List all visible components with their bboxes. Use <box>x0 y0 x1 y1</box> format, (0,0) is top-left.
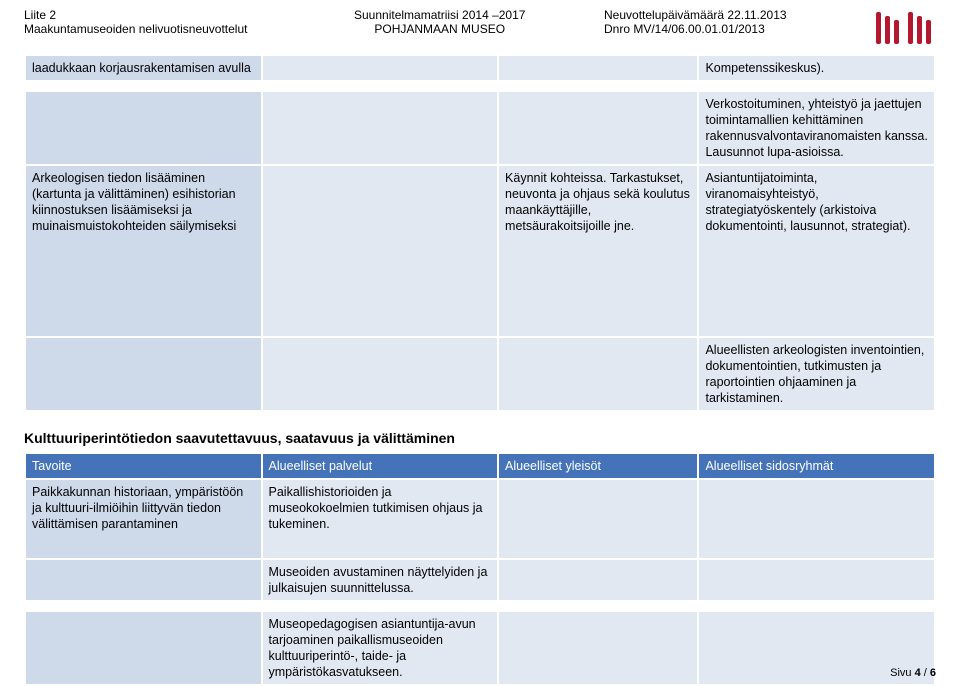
title-mid-1: Suunnitelmamatriisi 2014 –2017 <box>354 8 525 22</box>
page-number: Sivu 4 / 6 <box>890 667 936 679</box>
cell <box>26 560 261 600</box>
subtitle-left: Maakuntamuseoiden nelivuotisneuvottelut <box>24 22 247 36</box>
cell <box>263 338 498 410</box>
page-sep: / <box>921 667 930 679</box>
cell: Asiantuntijatoiminta, viranomaisyhteisty… <box>699 166 934 336</box>
cell: Verkostoituminen, yhteistyö ja jaettujen… <box>699 92 934 164</box>
cell <box>26 612 261 684</box>
col-header-goal: Tavoite <box>26 454 261 478</box>
cell-goal: Arkeologisen tiedon lisääminen (kartunta… <box>26 166 261 336</box>
right-line-1: Neuvottelupäivämäärä 22.11.2013 <box>604 8 787 22</box>
cell <box>499 560 697 600</box>
table-row: Alueellisten arkeologisten inventointien… <box>26 338 934 410</box>
cell: Paikallishistorioiden ja museokokoelmien… <box>263 480 498 558</box>
cell <box>499 56 697 80</box>
matrix-table-1: laadukkaan korjausrakentamisen avulla Ko… <box>24 54 936 412</box>
cell <box>699 560 934 600</box>
table-row: Museopedagogisen asiantuntija-avun tarjo… <box>26 612 934 684</box>
page-header: Liite 2 Maakuntamuseoiden nelivuotisneuv… <box>24 8 936 54</box>
table-row: Paikkakunnan historiaan, ympäristöön ja … <box>26 480 934 558</box>
col-header-stakeholders: Alueelliset sidosryhmät <box>699 454 934 478</box>
table-row: Arkeologisen tiedon lisääminen (kartunta… <box>26 166 934 336</box>
matrix-table-2: Tavoite Alueelliset palvelut Alueelliset… <box>24 452 936 686</box>
cell <box>699 480 934 558</box>
cell: Käynnit kohteissa. Tarkastukset, neuvont… <box>499 166 697 336</box>
cell: Alueellisten arkeologisten inventointien… <box>699 338 934 410</box>
col-header-services: Alueelliset palvelut <box>263 454 498 478</box>
header-mid: Suunnitelmamatriisi 2014 –2017 POHJANMAA… <box>354 8 525 36</box>
attachment-label: Liite 2 <box>24 8 247 22</box>
cell <box>26 92 261 164</box>
cell: Museopedagogisen asiantuntija-avun tarjo… <box>263 612 498 684</box>
title-mid-2: POHJANMAAN MUSEO <box>354 22 525 36</box>
cell <box>26 338 261 410</box>
cell-goal: laadukkaan korjausrakentamisen avulla <box>26 56 261 80</box>
logo-icon <box>876 10 936 44</box>
cell <box>499 338 697 410</box>
col-header-audiences: Alueelliset yleisöt <box>499 454 697 478</box>
cell <box>263 166 498 336</box>
cell <box>499 480 697 558</box>
cell-goal: Paikkakunnan historiaan, ympäristöön ja … <box>26 480 261 558</box>
cell: Kompetenssikeskus). <box>699 56 934 80</box>
right-line-2: Dnro MV/14/06.00.01.01/2013 <box>604 22 787 36</box>
cell <box>263 92 498 164</box>
table-row: laadukkaan korjausrakentamisen avulla Ko… <box>26 56 934 80</box>
table-header-row: Tavoite Alueelliset palvelut Alueelliset… <box>26 454 934 478</box>
section-2-title: Kulttuuriperintötiedon saavutettavuus, s… <box>24 430 936 446</box>
cell <box>263 56 498 80</box>
cell <box>499 92 697 164</box>
cell <box>499 612 697 684</box>
table-row: Verkostoituminen, yhteistyö ja jaettujen… <box>26 92 934 164</box>
table-row: Museoiden avustaminen näyttelyiden ja ju… <box>26 560 934 600</box>
page-label: Sivu <box>890 667 914 679</box>
header-left: Liite 2 Maakuntamuseoiden nelivuotisneuv… <box>24 8 247 36</box>
header-right: Neuvottelupäivämäärä 22.11.2013 Dnro MV/… <box>604 8 787 36</box>
cell: Museoiden avustaminen näyttelyiden ja ju… <box>263 560 498 600</box>
page-total: 6 <box>930 667 936 679</box>
